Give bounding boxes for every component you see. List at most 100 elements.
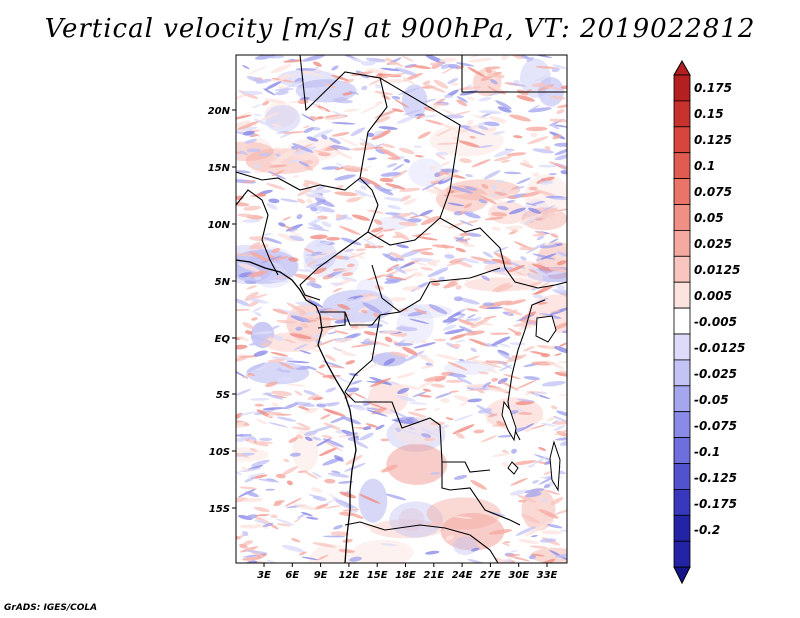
field-speckle bbox=[348, 251, 365, 259]
field-speckle bbox=[541, 380, 566, 387]
field-speckle bbox=[549, 123, 560, 130]
field-speckle bbox=[420, 267, 434, 271]
field-speckle bbox=[272, 308, 289, 315]
field-speckle bbox=[306, 259, 318, 267]
field-speckle bbox=[303, 125, 310, 129]
field-speckle bbox=[351, 404, 366, 411]
field-speckle bbox=[337, 303, 351, 310]
colorbar-swatch bbox=[673, 437, 691, 464]
field-speckle bbox=[296, 434, 304, 439]
field-speckle bbox=[470, 317, 491, 329]
field-speckle bbox=[525, 242, 546, 254]
field-speckle bbox=[332, 287, 343, 293]
colorbar-label: -0.075 bbox=[694, 419, 737, 433]
field-speckle bbox=[259, 152, 272, 157]
lon-label: 9E bbox=[314, 570, 328, 581]
field-speckle bbox=[420, 251, 434, 256]
field-speckle bbox=[238, 262, 261, 273]
field-speckle bbox=[382, 228, 396, 232]
field-speckle bbox=[412, 272, 423, 277]
field-speckle bbox=[531, 82, 547, 87]
field-speckle bbox=[316, 554, 329, 561]
field-speckle bbox=[483, 170, 501, 180]
field-speckle bbox=[326, 236, 341, 241]
field-speckle bbox=[439, 57, 457, 63]
field-speckle bbox=[366, 274, 387, 281]
boundary-line bbox=[236, 189, 279, 276]
field-speckle bbox=[267, 120, 276, 124]
field-speckle bbox=[314, 503, 329, 510]
field-speckle bbox=[509, 342, 526, 346]
field-speckle bbox=[455, 260, 473, 268]
field-speckle bbox=[312, 103, 321, 108]
field-speckle bbox=[399, 384, 421, 390]
field-speckle bbox=[495, 100, 512, 110]
field-speckle bbox=[294, 401, 315, 407]
field-speckle bbox=[550, 497, 564, 506]
field-speckle bbox=[313, 150, 333, 155]
field-speckle bbox=[522, 417, 545, 422]
field-speckle bbox=[420, 216, 441, 225]
lon-label: 6E bbox=[285, 570, 299, 581]
field-speckle bbox=[491, 184, 498, 190]
field-speckle bbox=[382, 399, 397, 408]
field-speckle bbox=[266, 183, 286, 190]
field-speckle bbox=[282, 131, 306, 134]
field-speckle bbox=[239, 524, 261, 529]
field-speckle bbox=[333, 524, 343, 530]
field-blob bbox=[524, 174, 567, 218]
field-speckle bbox=[252, 113, 262, 116]
field-speckle bbox=[294, 390, 303, 396]
field-speckle bbox=[312, 471, 322, 478]
field-speckle bbox=[374, 116, 391, 124]
field-speckle bbox=[496, 420, 506, 427]
field-speckle bbox=[541, 530, 563, 535]
field-speckle bbox=[368, 78, 384, 86]
boundary-line bbox=[441, 462, 521, 526]
field-speckle bbox=[486, 306, 503, 310]
field-speckle bbox=[447, 77, 459, 85]
field-speckle bbox=[397, 87, 421, 96]
field-speckle bbox=[244, 476, 256, 483]
field-speckle bbox=[505, 225, 524, 230]
field-speckle bbox=[347, 263, 355, 268]
field-speckle bbox=[323, 440, 343, 452]
field-speckle bbox=[519, 246, 536, 251]
field-speckle bbox=[403, 198, 417, 205]
field-speckle bbox=[294, 273, 316, 281]
field-speckle bbox=[554, 148, 567, 156]
field-speckle bbox=[363, 330, 377, 336]
field-speckle bbox=[250, 397, 270, 401]
field-speckle bbox=[497, 106, 512, 113]
field-speckle bbox=[359, 295, 379, 302]
field-speckle bbox=[400, 268, 419, 272]
field-speckle bbox=[417, 394, 432, 398]
field-speckle bbox=[374, 185, 394, 196]
field-speckle bbox=[389, 409, 410, 419]
field-speckle bbox=[523, 346, 535, 352]
field-speckle bbox=[420, 115, 438, 118]
field-speckle bbox=[250, 448, 258, 453]
field-speckle bbox=[296, 422, 311, 429]
field-speckle bbox=[560, 85, 567, 90]
field-speckle bbox=[236, 114, 252, 120]
field-speckle bbox=[438, 224, 459, 231]
field-speckle bbox=[402, 286, 422, 291]
field-speckle bbox=[238, 355, 259, 358]
field-speckle bbox=[484, 216, 504, 221]
field-speckle bbox=[248, 439, 255, 444]
field-speckle bbox=[438, 276, 445, 282]
field-speckle bbox=[483, 315, 497, 319]
field-speckle bbox=[299, 551, 307, 556]
field-speckle bbox=[378, 126, 398, 130]
field-speckle bbox=[324, 478, 336, 484]
field-speckle bbox=[316, 403, 327, 408]
field-speckle bbox=[327, 331, 337, 335]
field-speckle bbox=[419, 209, 433, 217]
boundary-line bbox=[359, 521, 499, 563]
field-speckle bbox=[512, 460, 537, 466]
field-speckle bbox=[335, 337, 354, 343]
field-speckle bbox=[441, 108, 457, 117]
field-speckle bbox=[407, 218, 422, 223]
field-speckle bbox=[472, 274, 484, 279]
